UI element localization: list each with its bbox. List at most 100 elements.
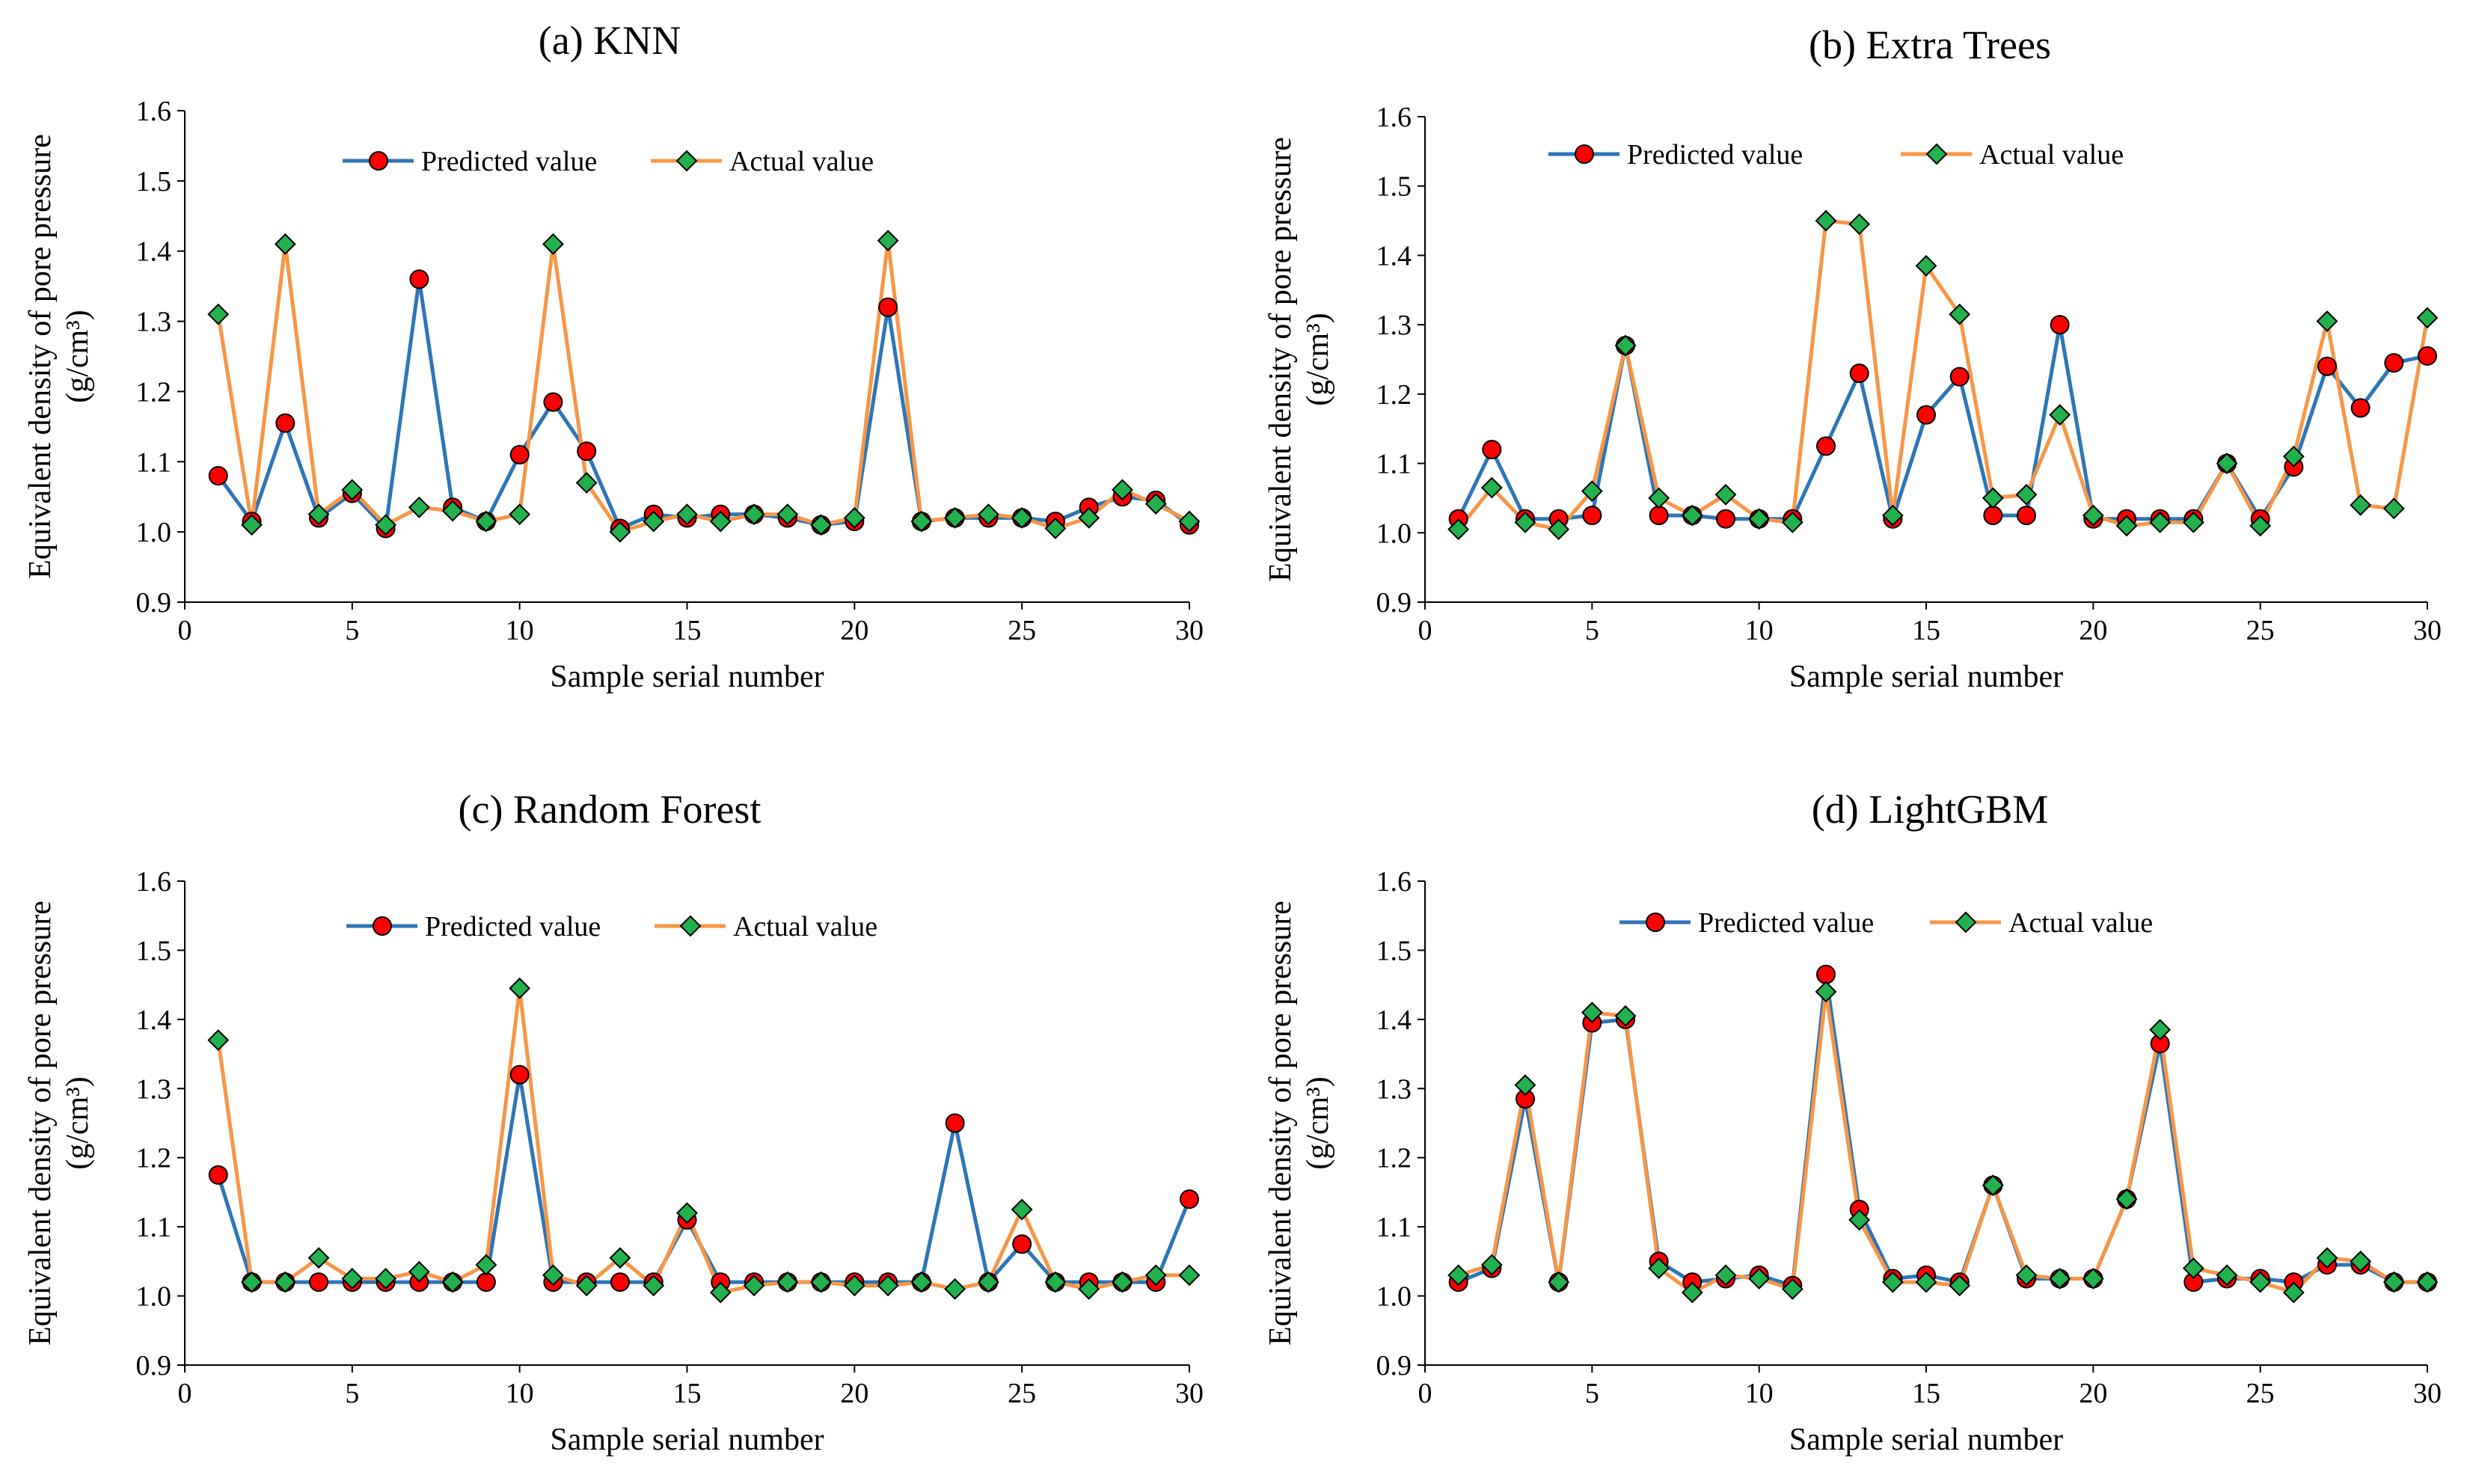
predicted-point	[543, 392, 563, 412]
actual-point	[1078, 506, 1100, 529]
actual-point	[1714, 1264, 1737, 1287]
actual-point	[2282, 445, 2305, 467]
actual-point	[709, 1281, 732, 1304]
chart-title: (b) Extra Trees	[1809, 22, 2051, 67]
x-tick-label: 5	[1585, 615, 1599, 646]
actual-point	[2015, 483, 2038, 506]
x-tick-label: 20	[2079, 615, 2107, 646]
y-axis-unit: (g/cm³)	[61, 310, 95, 403]
predicted-point	[1816, 964, 1836, 984]
actual-point	[1681, 504, 1703, 527]
actual-point	[910, 510, 933, 533]
predicted-point	[2017, 506, 2036, 526]
y-tick-label: 1.5	[1376, 171, 1412, 203]
actual-point	[843, 1275, 865, 1297]
x-axis-label: Sample serial number	[550, 660, 824, 694]
actual-point	[2182, 511, 2204, 533]
predicted-series-line	[1457, 972, 2427, 1288]
actual-point	[2216, 453, 2238, 474]
x-tick-label: 25	[2246, 615, 2275, 646]
x-axis-label: Sample serial number	[1789, 1423, 2063, 1457]
actual-point	[1949, 303, 1971, 325]
actual-point	[1748, 508, 1771, 530]
actual-point	[1011, 506, 1033, 529]
y-tick-label: 1.6	[1376, 102, 1412, 133]
actual-point	[575, 1275, 598, 1297]
actual-point	[1011, 1198, 1033, 1221]
actual-point	[1982, 1174, 2004, 1197]
actual-point	[1815, 981, 1837, 1003]
predicted-point	[1180, 1189, 1199, 1209]
actual-point	[2149, 511, 2172, 533]
actual-point	[1480, 1254, 1503, 1276]
y-tick-label: 0.9	[1376, 587, 1412, 619]
actual-point	[709, 510, 732, 533]
y-tick-label: 1.6	[136, 96, 172, 127]
legend-label: Predicted value	[421, 146, 597, 177]
actual-point	[2115, 515, 2138, 537]
x-tick-label: 30	[2413, 615, 2442, 646]
actual-point	[1112, 1271, 1133, 1293]
actual-point	[2049, 404, 2071, 426]
x-tick-label: 20	[840, 615, 868, 646]
actual-point	[776, 503, 799, 526]
x-tick-label: 0	[178, 615, 192, 646]
y-tick-label: 1.6	[1376, 866, 1412, 898]
actual-point	[274, 1271, 296, 1293]
predicted-point	[476, 1272, 496, 1293]
actual-point	[2182, 1257, 2204, 1280]
predicted-point	[2418, 346, 2437, 366]
predicted-point	[610, 1272, 630, 1293]
actual-point	[944, 506, 966, 529]
actual-point	[2115, 1188, 2138, 1210]
x-tick-label: 10	[506, 615, 534, 646]
x-tick-label: 15	[1912, 615, 1940, 646]
actual-point	[1548, 518, 1570, 541]
chart-panel: (c) Random Forest 0.9 1.0 1.1 1.2 1.3 1.4 1.5 1.…	[23, 787, 1204, 1457]
actual-point	[1112, 479, 1133, 501]
actual-point	[977, 1271, 999, 1293]
actual-point	[2416, 1271, 2439, 1293]
legend-actual-marker	[1955, 911, 1977, 933]
actual-point	[2316, 1247, 2338, 1269]
y-axis-label: Equivalent density of pore pressure	[23, 901, 58, 1346]
predicted-point	[1849, 364, 1869, 384]
actual-point	[408, 496, 430, 518]
x-tick-label: 25	[2246, 1378, 2275, 1409]
x-tick-label: 20	[2079, 1378, 2107, 1409]
predicted-point	[577, 441, 597, 462]
chart-title: (a) KNN	[539, 18, 681, 63]
actual-point	[207, 303, 230, 325]
predicted-point	[1716, 509, 1735, 529]
x-tick-label: 25	[1008, 615, 1036, 646]
y-tick-label: 0.9	[136, 587, 172, 619]
actual-point	[1681, 1281, 1703, 1304]
y-axis-label: Equivalent density of pore pressure	[1263, 137, 1298, 582]
predicted-point	[1582, 506, 1602, 526]
x-tick-label: 5	[345, 615, 359, 646]
x-tick-label: 15	[1912, 1378, 1940, 1409]
y-tick-label: 1.5	[1376, 935, 1412, 966]
actual-point	[1982, 487, 2004, 509]
predicted-series-line	[1456, 322, 2428, 521]
predicted-point	[2050, 315, 2070, 335]
actual-point	[241, 514, 263, 536]
predicted-point	[309, 1272, 329, 1293]
actual-point	[509, 503, 531, 526]
actual-point	[341, 479, 364, 501]
x-tick-label: 0	[1418, 1378, 1432, 1409]
predicted-series-line	[216, 277, 1191, 530]
predicted-point	[2350, 398, 2371, 418]
y-tick-label: 1.2	[136, 376, 172, 408]
x-tick-label: 5	[1585, 1378, 1599, 1409]
actual-point	[1044, 1271, 1067, 1293]
predicted-point	[208, 1165, 228, 1185]
y-tick-label: 1.1	[1376, 1212, 1412, 1243]
actual-point	[910, 1271, 933, 1293]
actual-point	[1915, 1271, 1937, 1293]
actual-point	[1915, 254, 1937, 277]
x-axis-label: Sample serial number	[1789, 660, 2063, 694]
y-axis-unit: (g/cm³)	[61, 1076, 95, 1170]
y-tick-label: 1.3	[136, 1073, 172, 1105]
y-tick-label: 0.9	[1376, 1350, 1412, 1382]
